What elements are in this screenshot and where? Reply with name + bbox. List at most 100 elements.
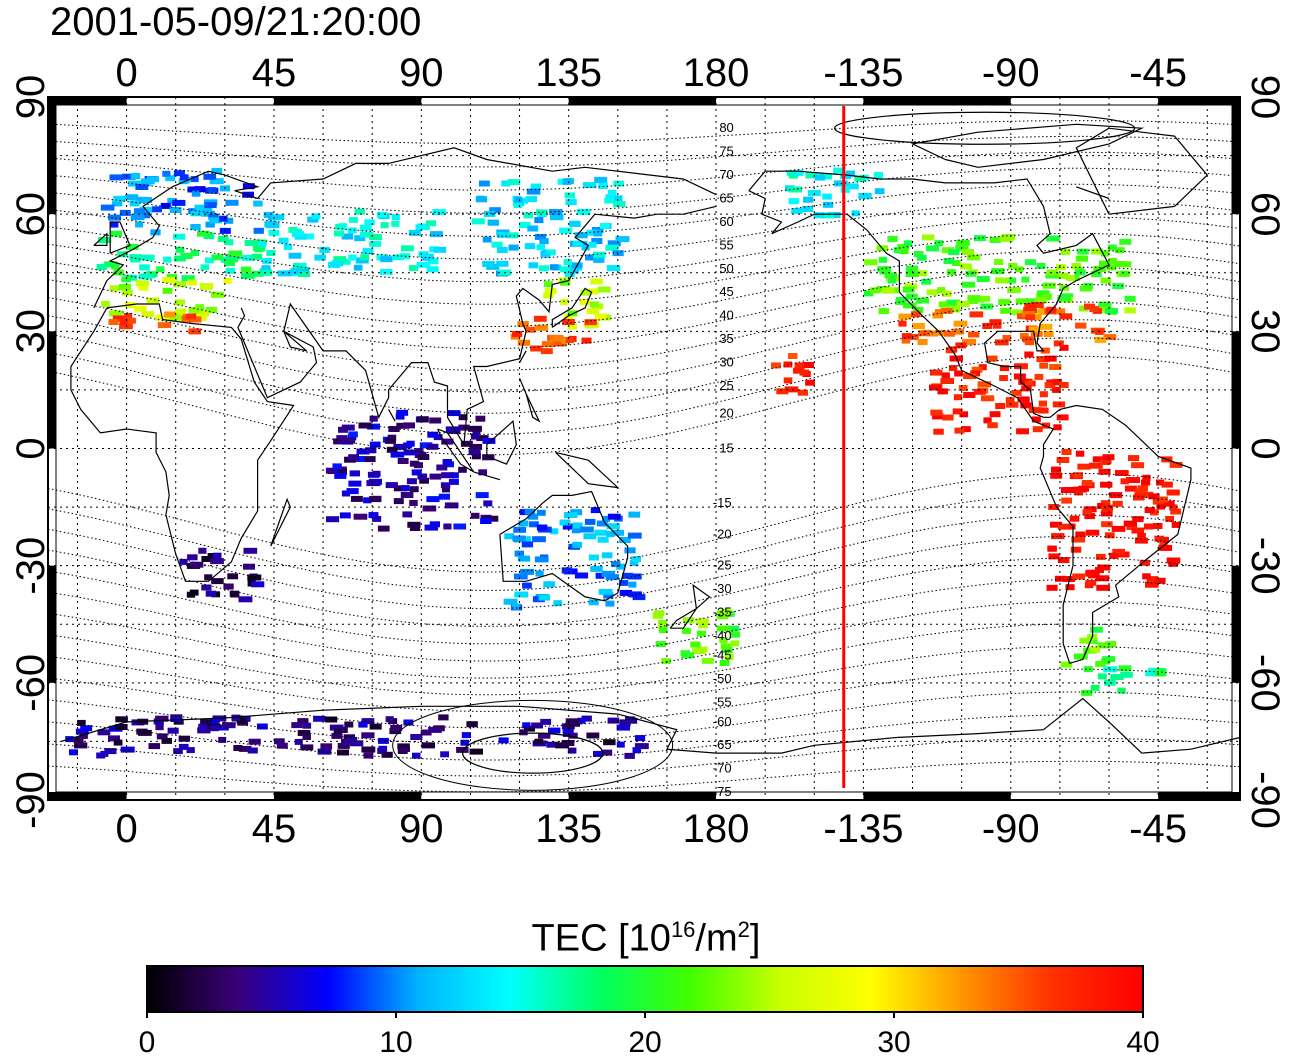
coastline <box>237 205 717 447</box>
tec-cell <box>584 319 597 326</box>
tec-cell <box>1118 665 1132 672</box>
tec-cell <box>240 266 252 273</box>
tec-cell <box>241 272 255 279</box>
tec-cell <box>172 199 186 206</box>
tec-cell <box>507 179 521 186</box>
tec-cell <box>173 170 185 177</box>
tec-cell <box>152 206 163 213</box>
tec-cell <box>613 180 624 187</box>
tec-cell <box>565 337 574 344</box>
magnetic-contour <box>47 691 1241 745</box>
tec-cell <box>586 732 600 739</box>
coastline <box>910 123 1145 168</box>
tec-cell <box>251 581 265 588</box>
tec-cell <box>1030 302 1044 308</box>
tec-cell <box>513 202 522 209</box>
tec-cell <box>222 722 236 729</box>
tec-cell <box>1085 570 1094 577</box>
tec-cell <box>1119 270 1129 277</box>
magnetic-contour <box>47 120 1241 145</box>
tec-cell <box>1056 457 1070 463</box>
tec-cell <box>1039 391 1048 398</box>
tec-cell <box>1153 523 1163 529</box>
frame-bar-top <box>48 97 127 105</box>
tec-cell <box>200 719 214 726</box>
tec-cell <box>611 195 623 202</box>
tec-cell <box>385 716 394 723</box>
tec-cell <box>1061 449 1072 455</box>
tec-cell <box>409 525 421 531</box>
tec-cell <box>179 174 189 181</box>
tec-cell <box>583 182 597 189</box>
tec-cell <box>1096 584 1110 591</box>
tec-cell <box>584 322 598 329</box>
tec-cell <box>916 297 930 304</box>
tec-cell <box>1170 508 1182 515</box>
tec-cell <box>1115 470 1129 476</box>
tec-cell <box>1015 298 1030 305</box>
tec-cell <box>112 315 127 322</box>
x-axis-top: 0 45 90 135 180 -135 -90 -45 <box>115 51 1187 95</box>
tec-cell <box>488 219 499 226</box>
tec-cell <box>271 214 285 221</box>
frame-bar-right <box>1232 97 1240 215</box>
x-tick-label-top: 0 <box>115 51 137 95</box>
magnetic-contour <box>47 579 1241 662</box>
tec-cell <box>716 613 729 620</box>
tec-cell <box>445 426 460 433</box>
y-tick-label-right: 30 <box>1243 309 1287 354</box>
tec-cell <box>813 212 825 219</box>
tec-cell <box>333 230 345 237</box>
tec-cell <box>209 725 219 732</box>
tec-cell <box>461 732 471 739</box>
tec-cell <box>1057 557 1070 564</box>
tec-cell <box>522 582 532 589</box>
tec-cell <box>531 722 543 729</box>
tec-cell <box>200 264 209 271</box>
tec-cell <box>162 277 176 283</box>
tec-cell <box>198 547 207 554</box>
tec-cell <box>1011 389 1022 396</box>
tec-cell <box>593 750 603 757</box>
tec-cell <box>238 745 252 752</box>
tec-cell <box>69 749 78 756</box>
tec-cell <box>917 339 928 345</box>
tec-cell <box>361 732 375 739</box>
tec-cell <box>1097 503 1106 509</box>
tec-cell <box>1059 313 1073 320</box>
tec-cell <box>596 520 608 527</box>
magnetic-contour <box>47 337 1241 435</box>
tec-cell <box>567 747 577 754</box>
tec-cell <box>224 239 234 246</box>
tec-cell <box>491 241 503 248</box>
tec-cell <box>1137 533 1146 539</box>
tec-cell <box>429 417 442 424</box>
tec-cell <box>242 183 255 190</box>
y-tick-label-right: 60 <box>1243 192 1287 237</box>
tec-cell <box>1164 500 1175 507</box>
tec-cell <box>1024 351 1034 358</box>
tec-cell <box>905 293 918 300</box>
tec-cell <box>1075 531 1086 538</box>
magnetic-contour <box>47 249 1241 327</box>
colorbar-label-suffix: ] <box>749 917 761 960</box>
tec-cell <box>458 424 470 431</box>
tec-cell <box>1077 248 1089 255</box>
tec-cell <box>719 637 728 644</box>
tec-cell <box>109 221 119 228</box>
coastline <box>437 428 475 473</box>
tec-cell <box>108 735 120 742</box>
tec-cell <box>571 527 581 534</box>
tec-cell <box>958 385 968 391</box>
tec-cell <box>977 381 992 388</box>
tec-cell <box>161 737 172 744</box>
tec-cell <box>146 297 160 304</box>
tec-cell <box>297 730 311 736</box>
magnetic-contour <box>47 135 1241 168</box>
tec-cell <box>932 312 941 319</box>
tec-cell <box>483 500 493 507</box>
tec-cell <box>980 303 993 310</box>
tec-cell <box>108 319 119 325</box>
tec-cell <box>456 746 469 753</box>
tec-cell <box>118 284 131 290</box>
